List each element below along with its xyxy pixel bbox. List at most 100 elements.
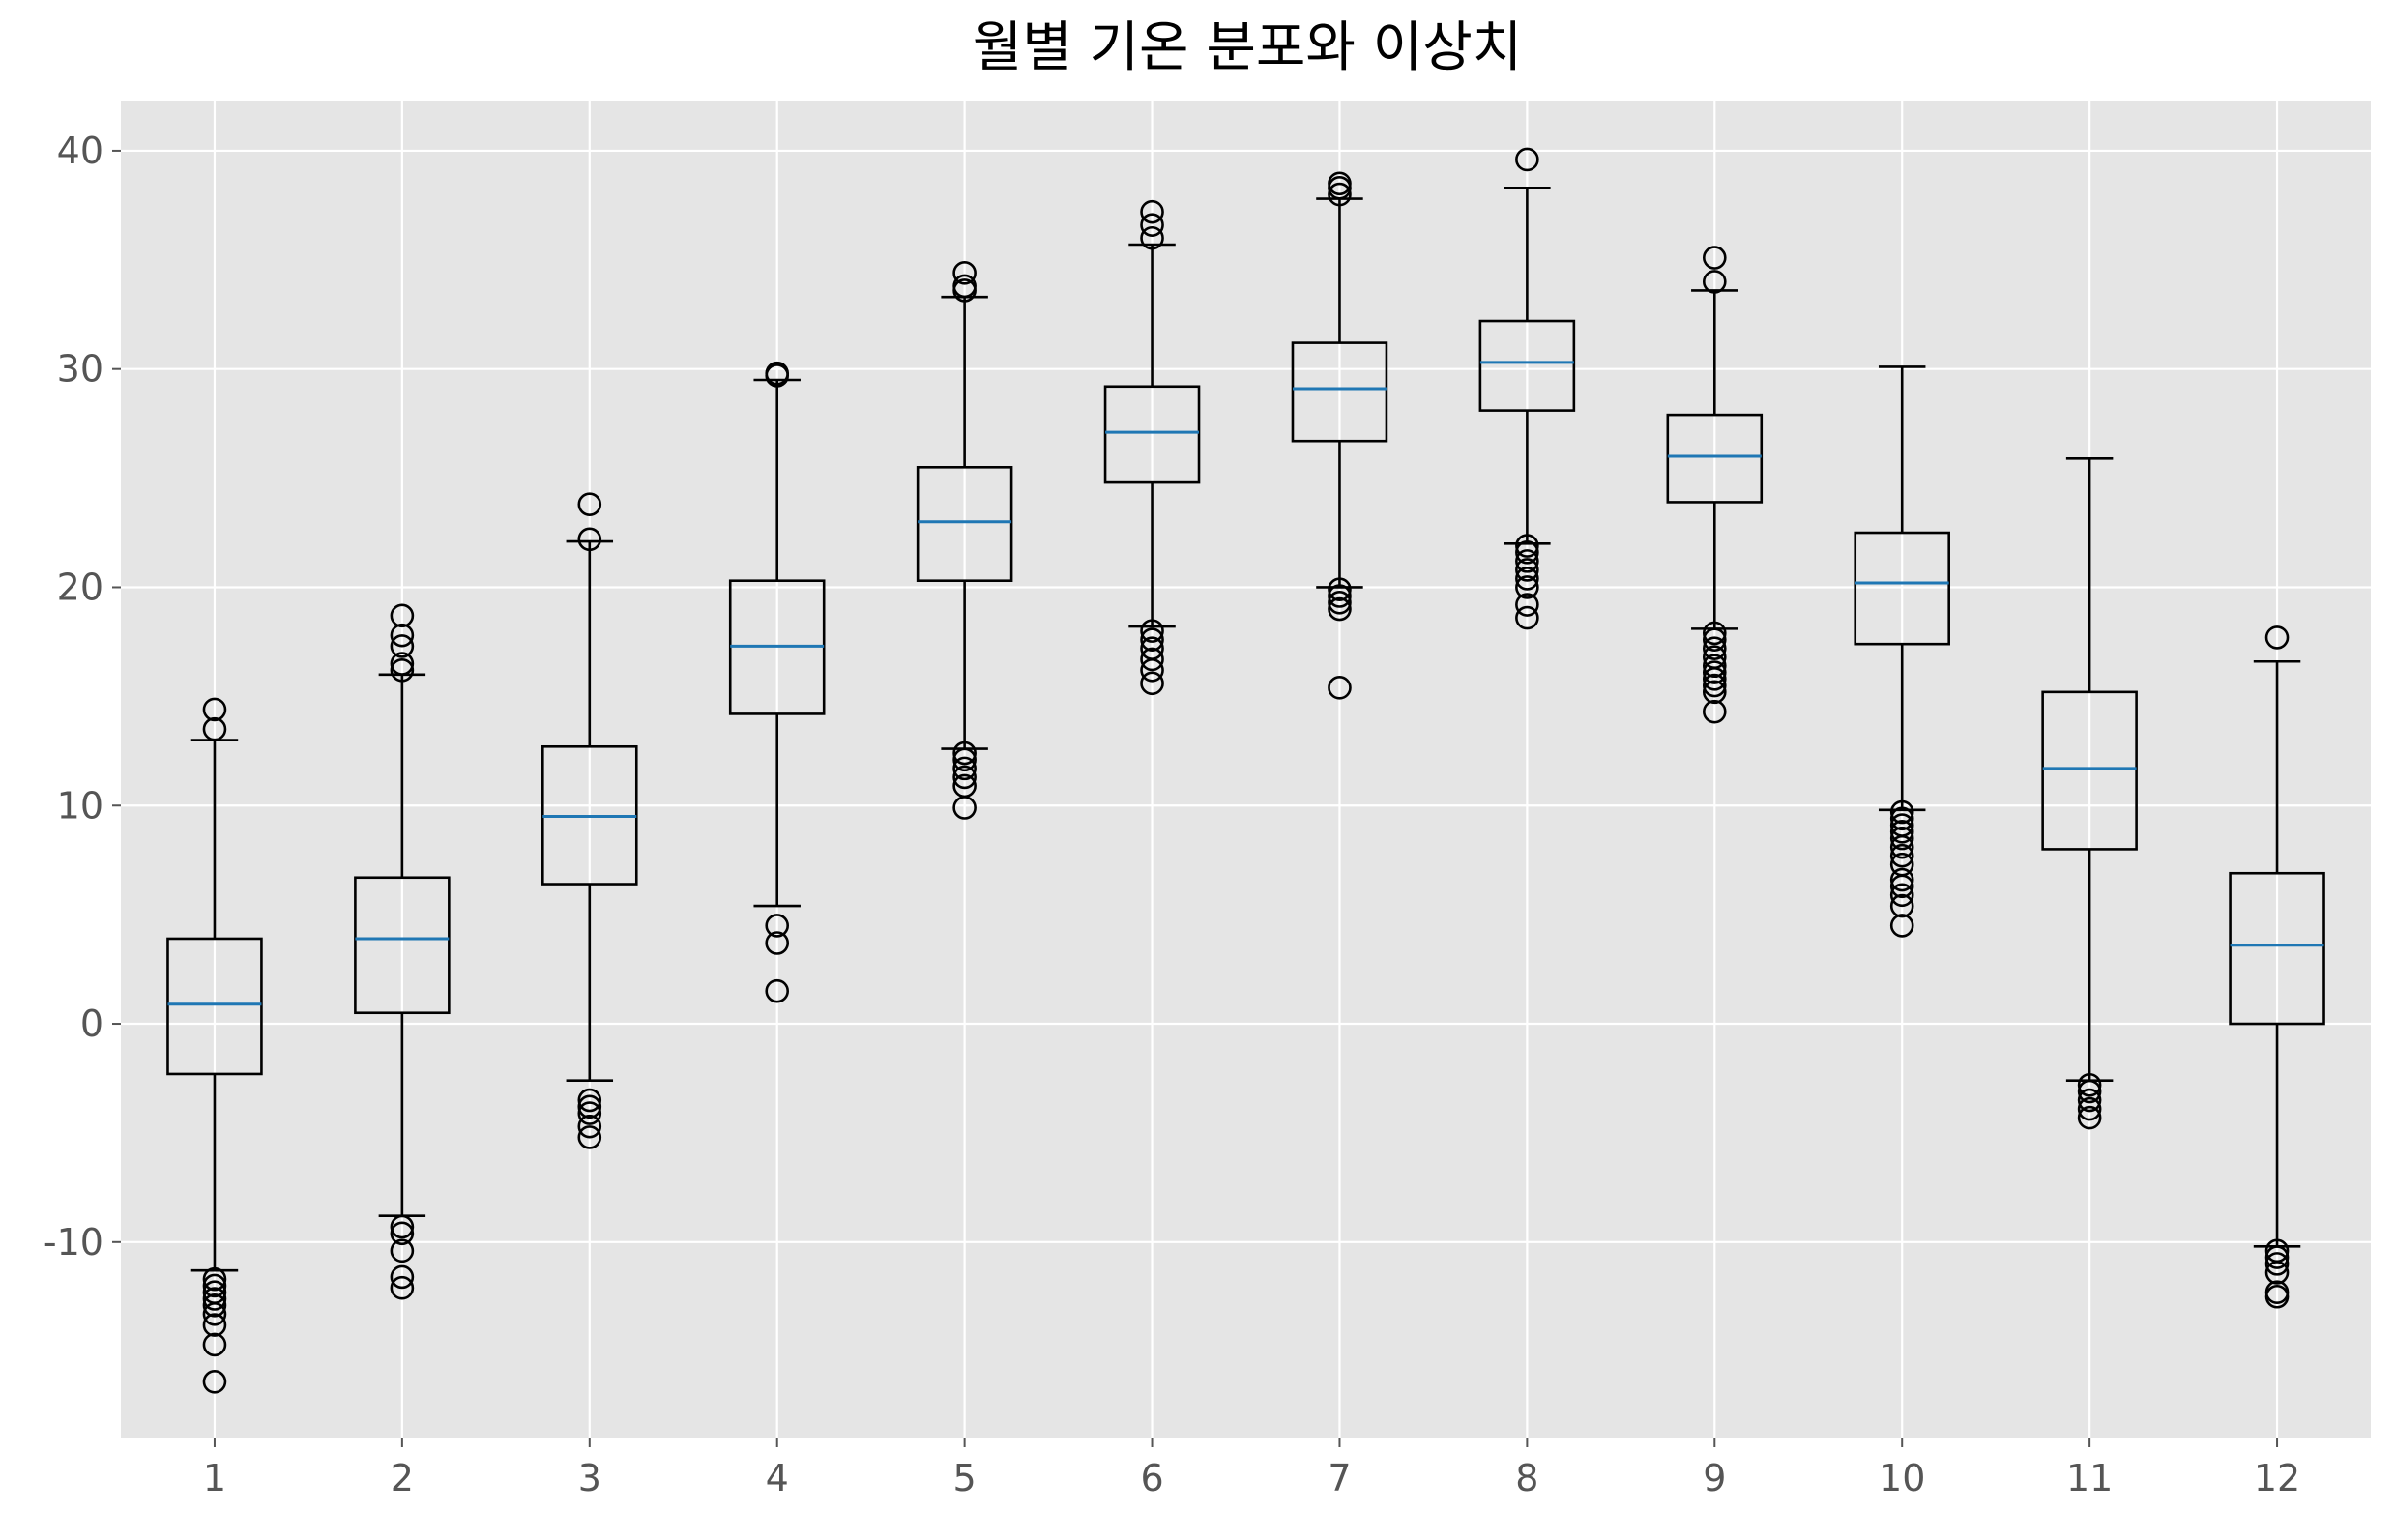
outlier-point bbox=[202, 1266, 227, 1292]
x-axis: 1 2 3 4 5 6 7 8 9 10 11 12 bbox=[203, 1438, 2300, 1499]
outlier-point bbox=[952, 741, 977, 766]
outlier-point bbox=[202, 1313, 227, 1337]
y-tick-label: 40 bbox=[57, 130, 103, 172]
chart-title: 월별 기온 분포와 이상치 bbox=[973, 16, 1523, 79]
outlier-point bbox=[390, 603, 415, 628]
iqr-box bbox=[166, 937, 263, 1076]
plot-area bbox=[121, 101, 2371, 1438]
x-tick-label: 4 bbox=[766, 1457, 789, 1499]
outlier-point bbox=[952, 765, 977, 790]
iqr-box bbox=[1666, 413, 1764, 504]
outlier-point bbox=[1140, 225, 1164, 250]
outlier-point bbox=[390, 623, 415, 648]
outlier-point bbox=[202, 1332, 227, 1357]
y-tick-label: 10 bbox=[57, 784, 103, 827]
outlier-point bbox=[1515, 549, 1539, 573]
box-month-5 bbox=[916, 261, 1013, 820]
outlier-point bbox=[1328, 182, 1352, 207]
outlier-point bbox=[202, 716, 227, 741]
outlier-point bbox=[577, 1094, 602, 1119]
outlier-point bbox=[1702, 645, 1727, 670]
outlier-point bbox=[2264, 1245, 2290, 1269]
x-tick-label: 12 bbox=[2254, 1457, 2300, 1499]
x-tick-label: 1 bbox=[203, 1457, 226, 1499]
box-month-12 bbox=[2229, 625, 2325, 1309]
outlier-point bbox=[1889, 914, 1914, 938]
outlier-point bbox=[202, 1287, 227, 1311]
outlier-point bbox=[1140, 671, 1164, 696]
iqr-box bbox=[354, 876, 451, 1015]
outlier-point bbox=[1702, 636, 1727, 660]
iqr-box bbox=[1103, 385, 1201, 484]
outlier-point bbox=[1889, 826, 1914, 851]
outlier-point bbox=[390, 657, 415, 683]
box-month-7 bbox=[1291, 171, 1388, 700]
iqr-box bbox=[1291, 341, 1388, 443]
outlier-point bbox=[952, 756, 977, 781]
outlier-point bbox=[1889, 852, 1914, 877]
outlier-point bbox=[577, 1125, 602, 1149]
x-tick-label: 11 bbox=[2066, 1457, 2113, 1499]
outlier-point bbox=[202, 697, 227, 722]
outlier-point bbox=[390, 1214, 415, 1239]
outlier-point bbox=[1702, 680, 1727, 705]
outlier-point bbox=[390, 1238, 415, 1264]
y-tick-label: 0 bbox=[80, 1002, 103, 1045]
box-month-1 bbox=[166, 697, 263, 1394]
outlier-point bbox=[1702, 660, 1727, 684]
outlier-point bbox=[1889, 893, 1914, 918]
outlier-point bbox=[1140, 647, 1164, 672]
outlier-point bbox=[202, 1293, 227, 1318]
outlier-point bbox=[1328, 590, 1352, 615]
outlier-point bbox=[1140, 199, 1164, 224]
outlier-point bbox=[577, 1088, 602, 1113]
outlier-point bbox=[1889, 799, 1914, 825]
iqr-box bbox=[2041, 690, 2138, 851]
outlier-point bbox=[1702, 246, 1727, 270]
x-tick-label: 6 bbox=[1140, 1457, 1163, 1499]
outlier-point bbox=[952, 261, 977, 285]
outlier-point bbox=[577, 1101, 602, 1125]
outlier-point bbox=[1702, 654, 1727, 679]
x-tick-label: 2 bbox=[391, 1457, 414, 1499]
outlier-point bbox=[1889, 806, 1914, 831]
outlier-point bbox=[1140, 627, 1164, 652]
outlier-point bbox=[1328, 577, 1352, 602]
outlier-point bbox=[1702, 699, 1727, 724]
outlier-point bbox=[1515, 575, 1539, 599]
y-tick-label: 20 bbox=[57, 566, 103, 608]
box-month-6 bbox=[1103, 199, 1201, 696]
outlier-point bbox=[390, 652, 415, 676]
outlier-point bbox=[2077, 1088, 2102, 1113]
boxes bbox=[166, 147, 2325, 1394]
outlier-point bbox=[202, 1369, 227, 1394]
iqr-box bbox=[1478, 319, 1576, 412]
outlier-point bbox=[2077, 1079, 2102, 1104]
box-month-10 bbox=[1854, 365, 1950, 938]
outlier-point bbox=[765, 361, 790, 386]
outlier-point bbox=[1328, 596, 1352, 622]
outlier-point bbox=[1889, 813, 1914, 837]
outlier-point bbox=[390, 634, 415, 658]
outlier-point bbox=[765, 931, 790, 955]
outlier-point bbox=[1140, 213, 1164, 237]
outlier-point bbox=[202, 1273, 227, 1298]
outlier-point bbox=[1515, 567, 1539, 591]
iqr-box bbox=[1854, 531, 1950, 646]
x-tick-label: 5 bbox=[953, 1457, 977, 1499]
x-tick-label: 7 bbox=[1328, 1457, 1351, 1499]
x-tick-label: 8 bbox=[1515, 1457, 1538, 1499]
outlier-point bbox=[2077, 1072, 2102, 1097]
x-tick-label: 10 bbox=[1879, 1457, 1925, 1499]
outlier-point bbox=[1515, 534, 1539, 558]
outlier-point bbox=[202, 1280, 227, 1305]
outlier-point bbox=[2264, 1238, 2290, 1264]
outlier-point bbox=[2264, 625, 2290, 650]
outlier-point bbox=[765, 914, 790, 938]
outlier-point bbox=[1889, 883, 1914, 908]
outlier-point bbox=[1702, 627, 1727, 652]
outlier-point bbox=[1889, 867, 1914, 892]
y-tick-label: 30 bbox=[57, 348, 103, 391]
outlier-point bbox=[1140, 636, 1164, 660]
